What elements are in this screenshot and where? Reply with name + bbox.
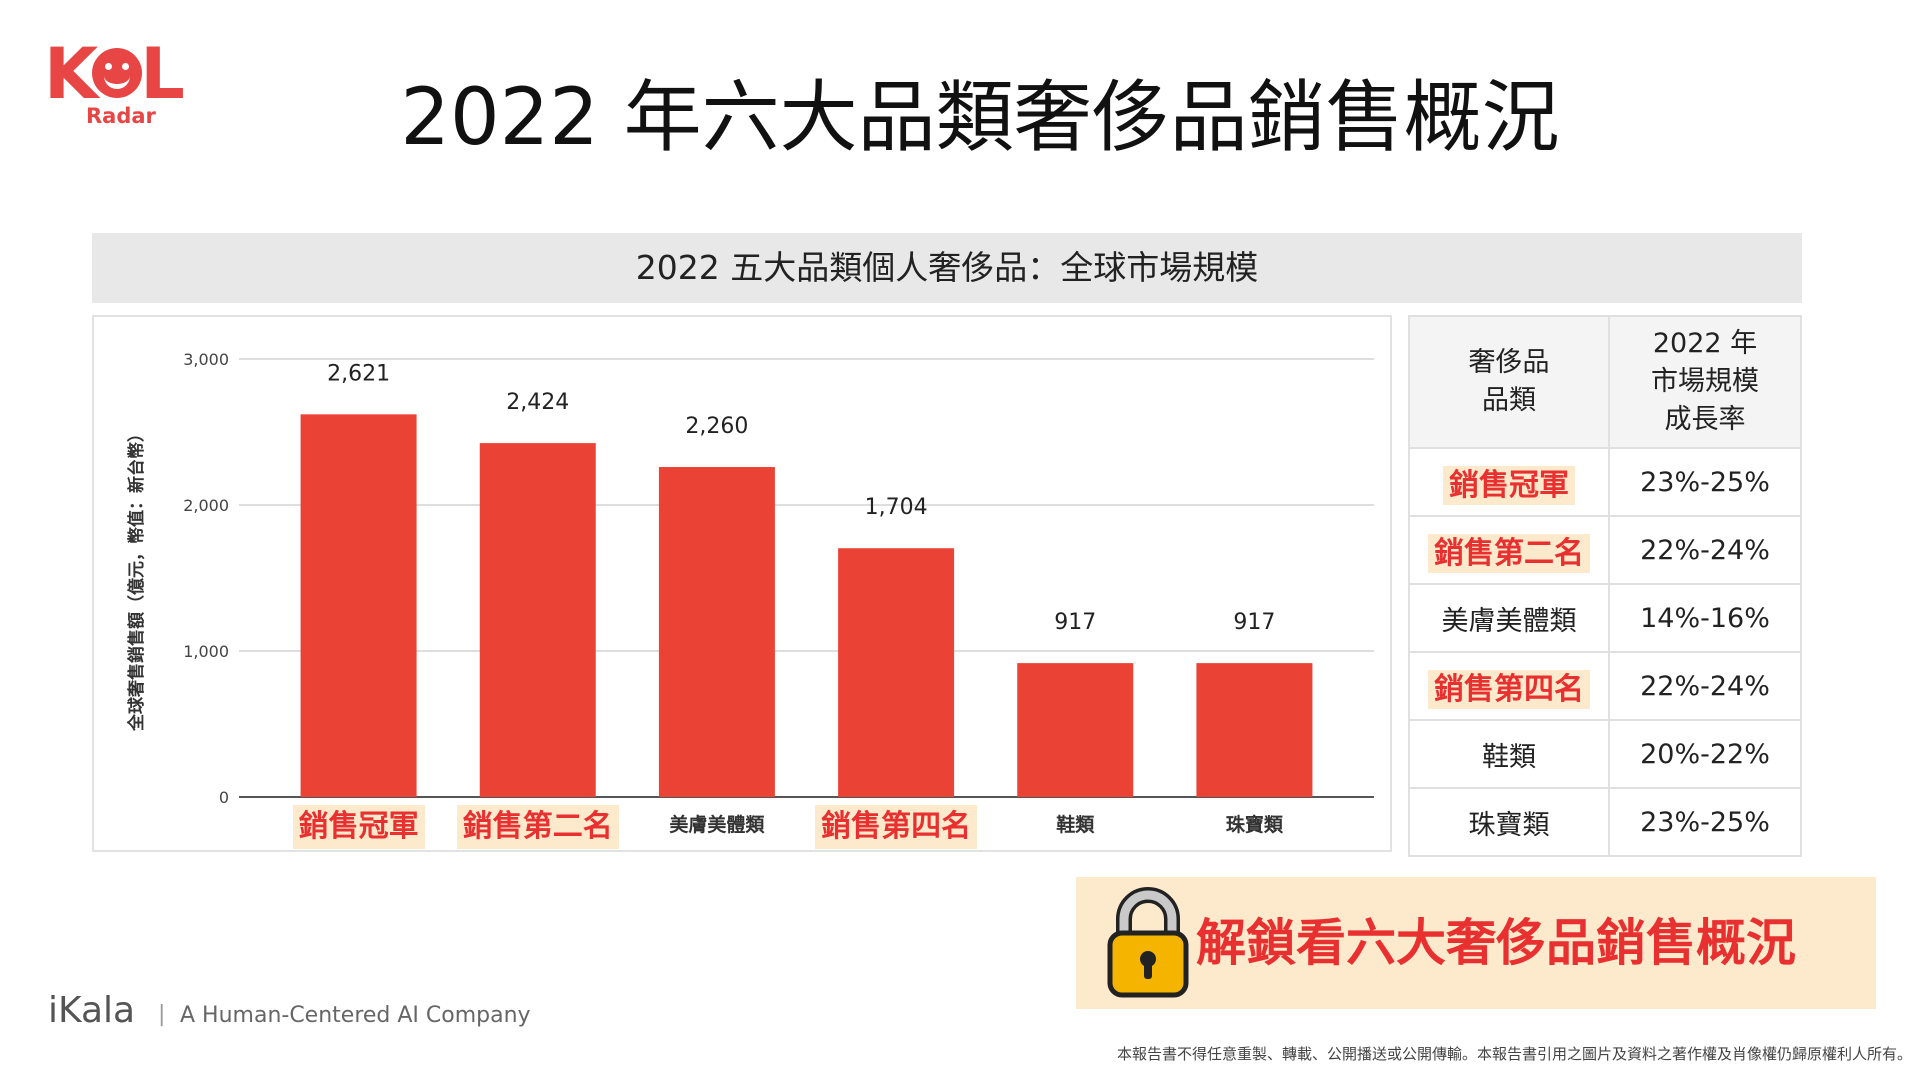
category-label: 美膚美體類	[669, 813, 765, 836]
bar-value-label: 917	[1233, 610, 1275, 635]
category-label: 銷售第四名	[815, 805, 978, 849]
category-label: 銷售冠軍	[292, 805, 425, 849]
unlock-banner[interactable]: 解鎖看六大奢侈品銷售概況	[1076, 877, 1876, 1009]
category-label: 銷售第二名	[456, 805, 619, 849]
table-body: 銷售冠軍 23%-25% 銷售第二名 22%-24% 美膚美體類 14%-16% 銷售第四名…	[1408, 447, 1802, 857]
bar-5	[1196, 663, 1313, 797]
row-category: 珠寶類	[1408, 787, 1610, 857]
y-tick-label: 3,000	[183, 350, 229, 369]
row-growth-rate: 23%-25%	[1608, 447, 1802, 517]
row-growth-rate: 22%-24%	[1608, 651, 1802, 721]
logo-subtext: Radar	[86, 104, 156, 128]
bar-1	[479, 443, 596, 797]
smiley-icon	[92, 47, 143, 98]
bar-value-label: 2,424	[506, 390, 569, 415]
table-row: 珠寶類 23%-25%	[1408, 787, 1802, 857]
growth-rate-table: 奢侈品 品類 2022 年 市場規模 成長率 銷售冠軍 23%-25% 銷售第二名 2…	[1408, 315, 1802, 857]
bar-value-label: 917	[1054, 610, 1096, 635]
highlighted-category: 銷售第四名	[1428, 670, 1590, 709]
highlighted-category: 銷售冠軍	[1443, 466, 1575, 505]
y-tick-label: 1,000	[183, 642, 229, 661]
copyright-disclaimer: 本報告書不得任意重製、轉載、公開播送或公開傳輸。本報告書引用之圖片及資料之著作權…	[1116, 1045, 1912, 1063]
table-row: 銷售第四名 22%-24%	[1408, 651, 1802, 721]
table-row: 美膚美體類 14%-16%	[1408, 583, 1802, 653]
row-growth-rate: 23%-25%	[1608, 787, 1802, 857]
bar-value-label: 2,260	[685, 414, 748, 439]
bar-3	[838, 548, 955, 797]
row-growth-rate: 20%-22%	[1608, 719, 1802, 789]
page-title: 2022 年六大品類奢侈品銷售概況	[400, 73, 1560, 163]
row-category: 銷售第二名	[1408, 515, 1610, 585]
highlighted-category: 銷售第二名	[1428, 534, 1590, 573]
bar-0	[300, 414, 417, 797]
table-row: 銷售第二名 22%-24%	[1408, 515, 1802, 585]
footer-separator: |	[158, 1002, 166, 1027]
table-header-row: 奢侈品 品類 2022 年 市場規模 成長率	[1408, 315, 1802, 449]
unlock-label: 解鎖看六大奢侈品銷售概況	[1196, 914, 1796, 972]
bar-4	[1017, 663, 1134, 797]
y-tick-label: 2,000	[183, 496, 229, 515]
y-tick-label: 0	[219, 788, 229, 807]
table-row: 鞋類 20%-22%	[1408, 719, 1802, 789]
lock-icon	[1107, 887, 1189, 998]
category-label: 鞋類	[1056, 813, 1095, 836]
row-category: 銷售冠軍	[1408, 447, 1610, 517]
bar-value-label: 2,621	[327, 361, 390, 386]
row-growth-rate: 22%-24%	[1608, 515, 1802, 585]
row-category: 鞋類	[1408, 719, 1610, 789]
bar-2	[658, 467, 775, 797]
category-label: 珠寶類	[1226, 813, 1284, 836]
row-category: 銷售第四名	[1408, 651, 1610, 721]
bar-value-label: 1,704	[865, 495, 928, 520]
y-axis-label: 全球奢售銷售額（億元，幣值：新台幣）	[126, 425, 147, 732]
header-growth-rate: 2022 年 市場規模 成長率	[1608, 315, 1802, 449]
header-category: 奢侈品 品類	[1408, 315, 1610, 449]
row-growth-rate: 14%-16%	[1608, 583, 1802, 653]
chart-subtitle: 2022 五大品類個人奢侈品：全球市場規模	[92, 233, 1802, 303]
bar-chart-panel: 0 1,000 2,000 3,000 全球奢售銷售額（億元，幣值：新台幣） 2,621 2…	[92, 315, 1392, 852]
table-row: 銷售冠軍 23%-25%	[1408, 447, 1802, 517]
ikala-logo: iKala	[48, 990, 136, 1031]
bar-chart: 0 1,000 2,000 3,000 全球奢售銷售額（億元，幣值：新台幣） 2,621 2…	[126, 350, 1374, 836]
company-tagline: A Human-Centered AI Company	[180, 1003, 531, 1028]
row-category: 美膚美體類	[1408, 583, 1610, 653]
